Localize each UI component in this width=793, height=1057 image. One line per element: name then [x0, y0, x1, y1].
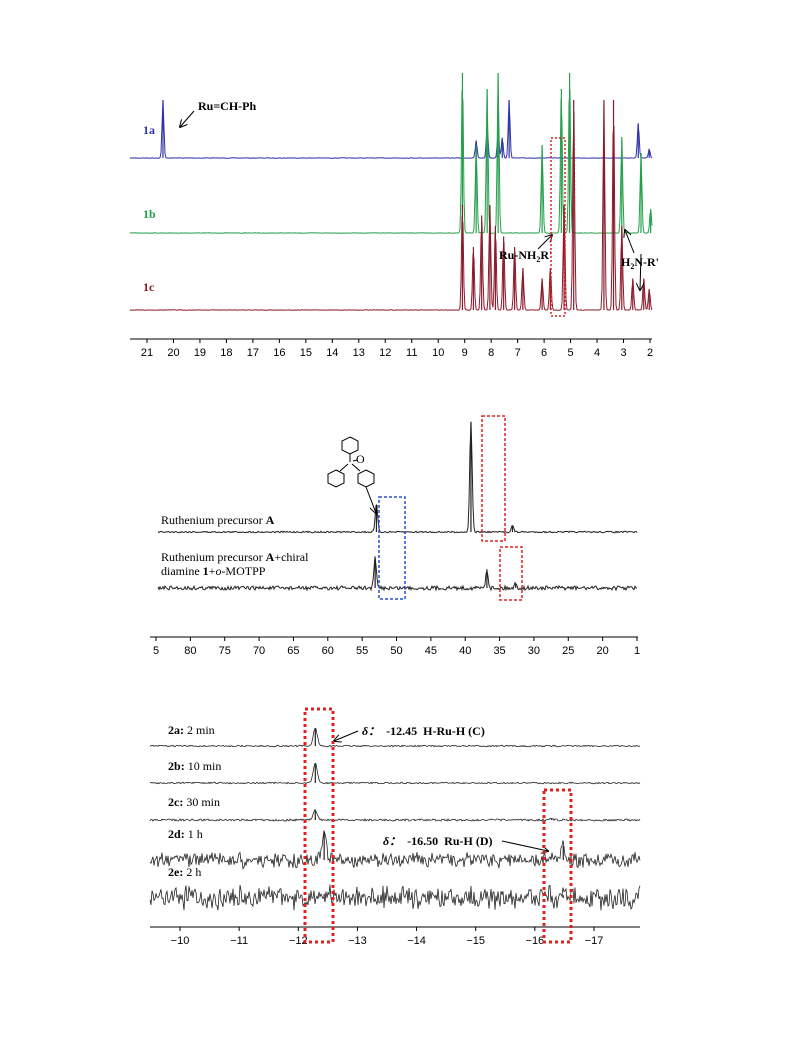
highlight-box-red-top	[481, 415, 506, 542]
series-label-1a: 1a	[143, 123, 155, 137]
p2-xaxis: 5 80 75 70 65 60 55 50 45 40 35 30 25 20 1	[150, 636, 640, 657]
series-label-2d: 2d: 1 h	[168, 827, 203, 841]
tick-label: 55	[356, 645, 368, 657]
tick-label: −16	[526, 935, 545, 947]
tick-label: 3	[620, 347, 626, 359]
series-trace-4	[149, 830, 641, 870]
tick-label: 9	[462, 347, 468, 359]
tick-label: 13	[353, 347, 365, 359]
tick-label: 20	[597, 645, 609, 657]
tick-label: −11	[230, 935, 248, 947]
tick-label: 2	[647, 347, 653, 359]
phosphine-oxide-structure	[327, 436, 376, 513]
p1-xaxis: 21 20 19 18 17 16 15 14 13 12 11 10 9 8 7 6 5 4 3 2	[130, 338, 653, 359]
arrow-h2nr-2	[640, 253, 641, 290]
tick-label: 5	[568, 347, 574, 359]
tick-label: −14	[407, 935, 426, 947]
series-trace-5	[149, 884, 641, 911]
arrow-to-p-peak	[365, 486, 376, 513]
annotation-hydride-d: δ： -16.50 Ru-H (D)	[383, 834, 492, 848]
tick-label: 45	[425, 645, 437, 657]
tick-label: 18	[220, 347, 232, 359]
arrow-hydride-c	[334, 730, 359, 741]
tick-label: 80	[184, 645, 196, 657]
tick-label: 5	[153, 645, 159, 657]
tick-label: 1	[634, 645, 640, 657]
series-trace-1	[149, 728, 641, 748]
series-trace-1	[157, 421, 638, 534]
series-label-2a: 2a: 2 min	[168, 723, 215, 737]
tick-label: 40	[459, 645, 471, 657]
panel-31p-nmr: 5 80 75 70 65 60 55 50 45 40 35 30 25 20 1 O Ruthenium…	[150, 415, 640, 657]
structure-atom-o: O	[356, 452, 365, 466]
annotation-h2nr: H2N-R'	[621, 255, 659, 271]
tick-label: 15	[300, 347, 312, 359]
series-label-2b: 2b: 10 min	[168, 759, 221, 773]
series-trace-2	[157, 556, 638, 592]
series-label-1c: 1c	[143, 280, 155, 294]
tick-label: 65	[287, 645, 299, 657]
tick-label: 75	[219, 645, 231, 657]
tick-label: 14	[326, 347, 338, 359]
tick-label: 60	[322, 645, 334, 657]
highlight-box-blue	[378, 496, 406, 600]
tick-label: 6	[541, 347, 547, 359]
tick-label: 12	[379, 347, 391, 359]
panel-hydride: −10 −11 −12 −13 −14 −15 −16 −17 2a: 2 min 2b: 1…	[149, 707, 641, 947]
annotation-ru-carbene: Ru=CH-Ph	[198, 99, 257, 113]
arrow-ru-nh2r	[537, 235, 552, 250]
series-label-2c: 2c: 30 min	[168, 795, 220, 809]
tick-label: 16	[273, 347, 285, 359]
tick-label: 17	[247, 347, 259, 359]
tick-label: 4	[594, 347, 600, 359]
tick-label: 19	[194, 347, 206, 359]
series-label-2e: 2e: 2 h	[168, 865, 201, 879]
series-label-1b: 1b	[143, 207, 156, 221]
tick-label: 21	[141, 347, 153, 359]
tick-label: 70	[253, 645, 265, 657]
tick-label: −15	[466, 935, 485, 947]
series-trace-2	[149, 763, 641, 785]
series-trace-3	[130, 100, 653, 311]
arrow-hydride-d	[501, 840, 548, 851]
tick-label: 10	[432, 347, 444, 359]
arrow-h2nr-1	[625, 230, 635, 254]
tick-label: −17	[585, 935, 604, 947]
tick-label: 25	[562, 645, 574, 657]
panel-1h-nmr: 21 20 19 18 17 16 15 14 13 12 11 10 9 8 7 6 5 4 3 2 1a 1b 1…	[129, 73, 659, 359]
tick-label: 20	[167, 347, 179, 359]
annotation-ru-nh2r: Ru-NH2R'	[499, 248, 552, 264]
annotation-hydride-c: δ： -12.45 H-Ru-H (C)	[362, 724, 485, 738]
tick-label: 30	[528, 645, 540, 657]
highlight-box-c	[303, 707, 335, 944]
arrow-ru-carbene	[180, 110, 195, 127]
tick-label: 8	[488, 347, 494, 359]
series-label-mixture-line2: diamine 1+o-MOTPP	[161, 564, 266, 578]
series-label-precursor: Ruthenium precursor A	[161, 513, 275, 527]
series-trace-3	[149, 808, 641, 822]
tick-label: 7	[515, 347, 521, 359]
tick-label: 50	[390, 645, 402, 657]
tick-label: −10	[171, 935, 190, 947]
tick-label: −13	[348, 935, 367, 947]
tick-label: 35	[493, 645, 505, 657]
tick-label: −12	[289, 935, 308, 947]
series-label-mixture-line1: Ruthenium precursor A+chiral	[161, 550, 309, 564]
highlight-box-red-bottom	[499, 546, 523, 601]
p3-xaxis: −10 −11 −12 −13 −14 −15 −16 −17	[150, 926, 640, 947]
highlight-box-d	[542, 788, 573, 944]
tick-label: 11	[406, 347, 417, 359]
